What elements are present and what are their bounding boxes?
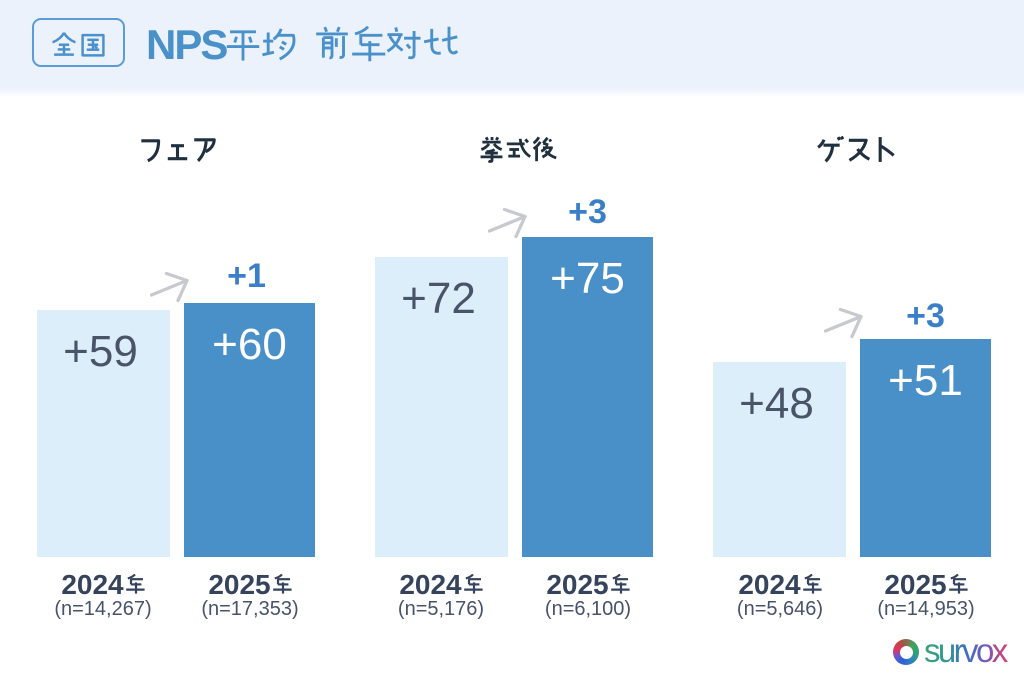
svg-text:survox: survox: [924, 634, 1009, 668]
